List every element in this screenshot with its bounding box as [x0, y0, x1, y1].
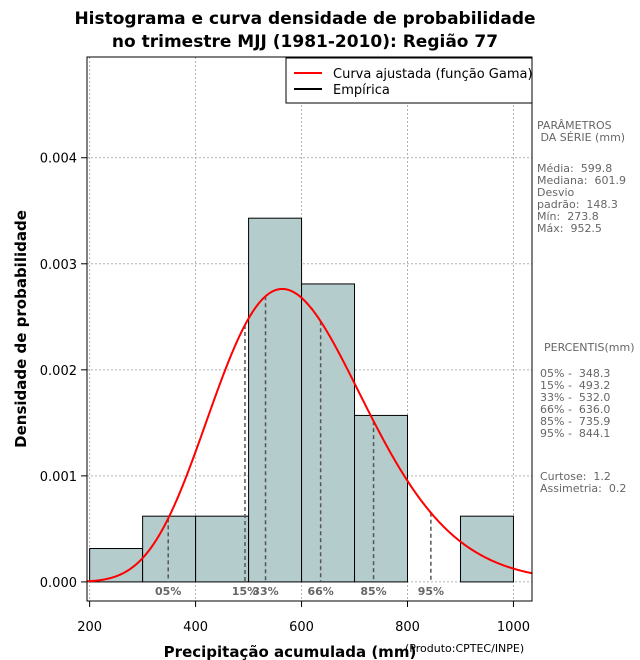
percentile-label-1: 15% [232, 585, 258, 598]
chart-title: Histograma e curva densidade de probabil… [74, 9, 535, 52]
percentis-title: PERCENTIS(mm) [544, 341, 635, 354]
x-tick-label-0: 200 [77, 620, 102, 635]
params-body: Média: 599.8 Mediana: 601.9 Desvio padrã… [537, 162, 626, 235]
chart-title-line-2: no trimestre MJJ (1981-2010): Região 77 [112, 32, 498, 52]
legend-box [285, 57, 533, 104]
histogram-bar-5 [354, 414, 409, 583]
x-tick-label-2: 600 [289, 620, 314, 635]
percentile-label-3: 66% [307, 585, 333, 598]
histogram-bar-4 [301, 283, 356, 583]
x-tick-label-3: 800 [395, 620, 420, 635]
y-tick-label-2: 0.002 [40, 364, 77, 379]
percentile-label-5: 95% [418, 585, 444, 598]
y-tick-label-0: 0.000 [40, 576, 77, 591]
x-tick-label-4: 1000 [497, 620, 530, 635]
percentile-label-2: 33% [252, 585, 278, 598]
stats-body: Curtose: 1.2 Assimetria: 0.2 [540, 470, 627, 495]
histogram-bar-2 [195, 515, 250, 583]
percentis-body: 05% - 348.3 15% - 493.2 33% - 532.0 66% … [540, 367, 611, 440]
percentile-label-4: 85% [360, 585, 386, 598]
x-axis-label: Precipitação acumulada (mm) [164, 643, 417, 660]
percentile-label-0: 05% [155, 585, 181, 598]
y-tick-label-3: 0.003 [40, 258, 77, 273]
fitted-curve-group [86, 287, 533, 583]
histogram-bar-3 [248, 217, 303, 583]
x-axis: 200 400 600 800 1000 [77, 601, 530, 635]
legend-empirical-label: Empírica [333, 83, 390, 98]
legend-fitted-label: Curva ajustada (função Gama) [333, 67, 533, 82]
chart-title-line-1: Histograma e curva densidade de probabil… [74, 9, 535, 29]
y-tick-label-1: 0.001 [40, 470, 77, 485]
params-title: PARÂMETROS DA SÉRIE (mm) [537, 119, 626, 144]
credit-text: (Produto:CPTEC/INPE) [405, 642, 524, 655]
legend: Curva ajustada (função Gama) Empírica [285, 57, 533, 104]
percentile-markers: 05% 15%33% 66% 85% 95% [155, 296, 444, 598]
y-axis: 0.000 0.001 0.002 0.003 0.004 [40, 152, 87, 591]
histogram-bars [89, 217, 514, 583]
histogram-bar-7 [459, 515, 514, 583]
x-tick-label-1: 400 [183, 620, 208, 635]
y-axis-label: Densidade de probabilidade [12, 210, 30, 448]
fitted-curve-line [86, 287, 533, 583]
y-tick-label-4: 0.004 [40, 152, 77, 167]
plot-frame [86, 56, 533, 602]
